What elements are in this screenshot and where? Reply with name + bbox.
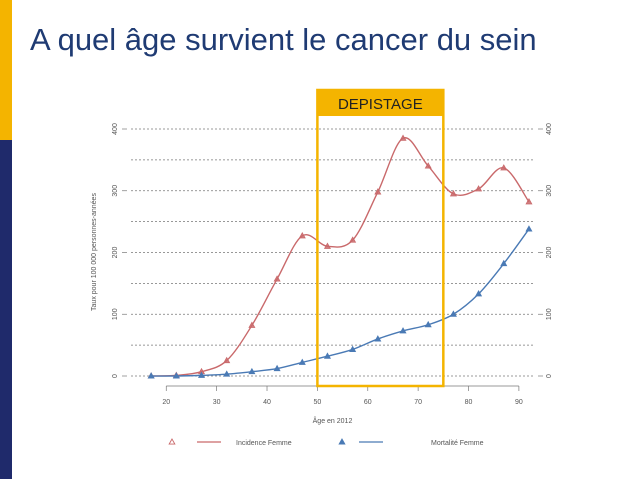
legend-mortalite-marker [338, 438, 346, 445]
y-tick-label-left: 400 [112, 123, 119, 135]
y-tick-label-left: 200 [112, 247, 119, 259]
mortalite-point [172, 372, 180, 379]
accent-bar-navy [0, 140, 12, 479]
y-tick-label-right: 200 [546, 247, 553, 259]
mortalite-point [147, 372, 155, 379]
incidence-line [151, 137, 530, 377]
mortalite-point [197, 371, 206, 378]
mortalite-point [223, 370, 231, 377]
incidence-point [424, 162, 432, 169]
y-tick-label-left: 300 [112, 185, 119, 197]
incidence-point [475, 185, 483, 192]
mortalite-point [298, 358, 306, 365]
y-tick-label-right: 0 [546, 374, 553, 378]
x-tick-label: 30 [213, 399, 221, 406]
y-tick-label-right: 300 [546, 185, 553, 197]
y-tick-label-left: 0 [112, 374, 119, 378]
mortalite-point [424, 320, 432, 328]
y-ticks-right: 0 100 200 300 400 [538, 123, 553, 378]
x-tick-label: 20 [162, 399, 170, 406]
y-ticks-left: 0 100 200 300 400 [112, 123, 127, 378]
x-tick-label: 50 [313, 399, 321, 406]
x-tick-label: 60 [364, 399, 372, 406]
y-tick-label-right: 100 [546, 308, 553, 320]
depistage-box [316, 88, 445, 388]
x-tick-label: 80 [465, 399, 473, 406]
incidence-point [349, 236, 357, 243]
depistage-label-background [317, 90, 444, 116]
mortalite-point [273, 364, 281, 372]
x-tick-label: 70 [414, 399, 422, 406]
mortalite-point [323, 352, 331, 359]
y-tick-label-right: 400 [546, 123, 553, 135]
incidence-point [248, 321, 256, 328]
y-tick-label-left: 100 [112, 308, 119, 320]
mortalite-point [500, 259, 508, 267]
x-ticks: 20 30 40 50 60 70 80 90 [162, 385, 523, 406]
incidence-point [525, 198, 533, 205]
mortalite-point [374, 335, 382, 342]
x-tick-label: 90 [515, 399, 523, 406]
incidence-point [374, 188, 382, 195]
incidence-point [449, 190, 457, 197]
y-axis-label: Taux pour 100 000 personnes-années [91, 193, 98, 311]
slide-title: A quel âge survient le cancer du sein [30, 22, 537, 57]
x-axis-label: Âge en 2012 [313, 416, 353, 425]
mortalite-point [449, 310, 457, 317]
incidence-point [298, 232, 306, 239]
legend-incidence-marker [168, 438, 176, 445]
legend-mortalite-label: Mortalité Femme [431, 440, 484, 447]
mortalite-line [151, 228, 530, 377]
incidence-point [273, 275, 281, 282]
mortalite-point [248, 367, 256, 375]
mortalite-point [475, 290, 483, 297]
incidence-point [500, 164, 508, 171]
accent-bar-yellow [0, 0, 12, 140]
legend-incidence-label: Incidence Femme [236, 440, 292, 447]
mortalite-point [399, 327, 407, 334]
depistage-label: DEPISTAGE [338, 96, 423, 113]
chart-grid [131, 128, 534, 377]
x-tick-label: 40 [263, 399, 271, 406]
mortalite-point [349, 345, 357, 352]
incidence-point [223, 356, 231, 364]
incidence-point [323, 242, 331, 249]
incidence-point [399, 134, 407, 141]
series-layer [147, 134, 533, 379]
legend: Incidence Femme Mortalité Femme [168, 438, 484, 447]
mortalite-point [525, 225, 533, 232]
